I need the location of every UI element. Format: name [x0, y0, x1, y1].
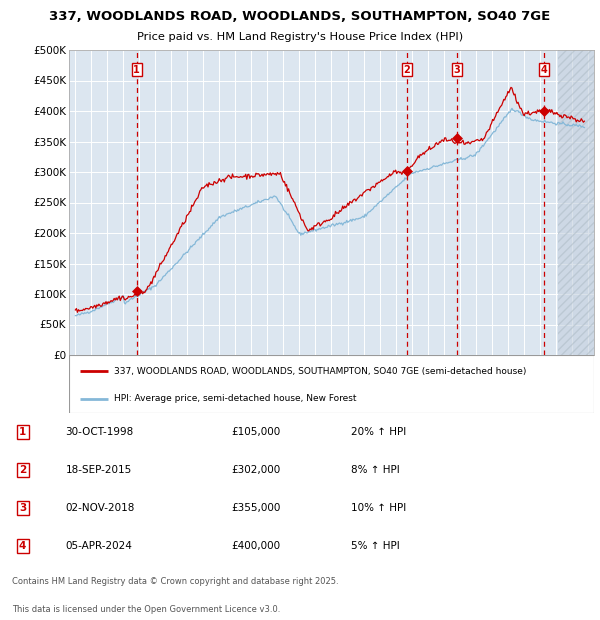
Text: 337, WOODLANDS ROAD, WOODLANDS, SOUTHAMPTON, SO40 7GE (semi-detached house): 337, WOODLANDS ROAD, WOODLANDS, SOUTHAMP…	[113, 367, 526, 376]
Text: 2: 2	[404, 64, 410, 74]
Bar	[559, 50, 594, 355]
Text: £302,000: £302,000	[232, 465, 281, 475]
Text: 30-OCT-1998: 30-OCT-1998	[65, 427, 134, 437]
Text: 4: 4	[541, 64, 547, 74]
Text: 337, WOODLANDS ROAD, WOODLANDS, SOUTHAMPTON, SO40 7GE: 337, WOODLANDS ROAD, WOODLANDS, SOUTHAMP…	[49, 10, 551, 23]
Text: £355,000: £355,000	[232, 503, 281, 513]
Text: 3: 3	[19, 503, 26, 513]
Text: 05-APR-2024: 05-APR-2024	[65, 541, 132, 551]
Text: £400,000: £400,000	[232, 541, 281, 551]
Text: Price paid vs. HM Land Registry's House Price Index (HPI): Price paid vs. HM Land Registry's House …	[137, 32, 463, 43]
Text: 02-NOV-2018: 02-NOV-2018	[65, 503, 135, 513]
Text: This data is licensed under the Open Government Licence v3.0.: This data is licensed under the Open Gov…	[12, 604, 280, 614]
Text: £105,000: £105,000	[232, 427, 281, 437]
Text: 20% ↑ HPI: 20% ↑ HPI	[350, 427, 406, 437]
FancyBboxPatch shape	[69, 355, 594, 413]
Text: 5% ↑ HPI: 5% ↑ HPI	[350, 541, 399, 551]
Text: 4: 4	[19, 541, 26, 551]
Text: 8% ↑ HPI: 8% ↑ HPI	[350, 465, 399, 475]
Text: 10% ↑ HPI: 10% ↑ HPI	[350, 503, 406, 513]
Text: Contains HM Land Registry data © Crown copyright and database right 2025.: Contains HM Land Registry data © Crown c…	[12, 577, 338, 586]
Text: 18-SEP-2015: 18-SEP-2015	[65, 465, 131, 475]
Text: 3: 3	[454, 64, 460, 74]
Text: 2: 2	[19, 465, 26, 475]
Text: HPI: Average price, semi-detached house, New Forest: HPI: Average price, semi-detached house,…	[113, 394, 356, 403]
Text: 1: 1	[19, 427, 26, 437]
Text: 1: 1	[133, 64, 140, 74]
